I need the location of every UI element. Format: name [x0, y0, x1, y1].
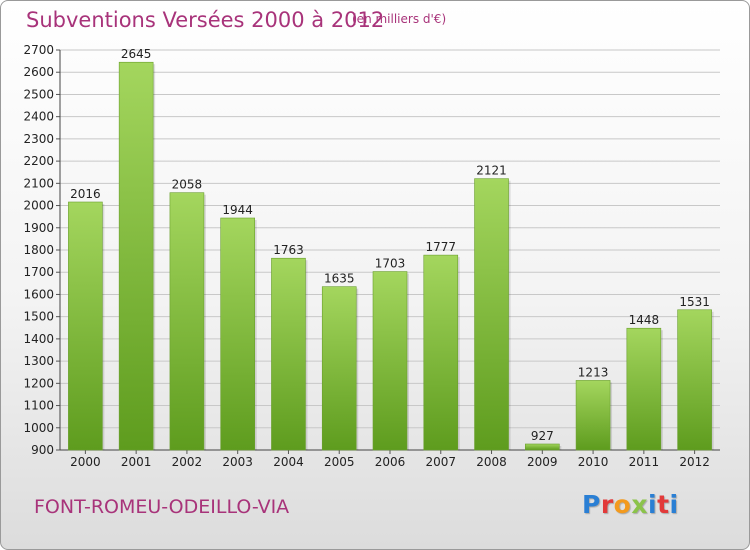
- value-label: 2058: [172, 178, 203, 192]
- x-tick-label: 2003: [222, 455, 253, 469]
- x-tick-label: 2010: [578, 455, 609, 469]
- bars: [68, 61, 714, 451]
- x-tick-label: 2002: [172, 455, 203, 469]
- labels: 2016 2000 2645 2001 2058 2002 1944 2003 1763 2004…: [70, 47, 710, 469]
- logo-letter: i: [669, 490, 679, 519]
- y-tick-label: 2400: [23, 110, 54, 124]
- bar-2006[interactable]: [372, 271, 408, 451]
- bar-2001[interactable]: [118, 61, 154, 451]
- x-tick-label: 2001: [121, 455, 152, 469]
- bar-2012[interactable]: [677, 309, 712, 451]
- chart-title: Subventions Versées 2000 à 2012: [26, 8, 385, 32]
- y-tick-label: 1400: [23, 332, 54, 346]
- x-tick-label: 2000: [70, 455, 101, 469]
- logo-letter: r: [600, 490, 614, 519]
- bar-2008[interactable]: [474, 178, 509, 451]
- value-label: 2645: [121, 47, 152, 61]
- bar-2002[interactable]: [169, 192, 205, 451]
- bar-2010[interactable]: [575, 380, 611, 451]
- value-label: 927: [531, 429, 554, 443]
- x-tick-label: 2011: [629, 455, 660, 469]
- bar-2009[interactable]: [525, 443, 560, 451]
- y-tick-label: 2500: [23, 87, 54, 101]
- x-tick-label: 2012: [679, 455, 710, 469]
- value-label: 1448: [629, 313, 660, 327]
- y-tick-label: 1200: [23, 376, 54, 390]
- proxiti-logo[interactable]: Proxiti: [582, 490, 679, 519]
- y-tick-label: 1900: [23, 221, 54, 235]
- x-tick-label: 2004: [273, 455, 304, 469]
- y-tick-label: 1800: [23, 243, 54, 257]
- y-tick-label: 2300: [23, 132, 54, 146]
- y-tick-label: 1100: [23, 399, 54, 413]
- value-label: 1763: [273, 243, 304, 257]
- y-tick-label: 1500: [23, 310, 54, 324]
- y-tick-label: 2600: [23, 65, 54, 79]
- logo-letter: P: [582, 490, 601, 519]
- logo-letter: o: [613, 490, 632, 519]
- y-tick-label: 2100: [23, 176, 54, 190]
- value-label: 1777: [425, 240, 456, 254]
- y-tick-label: 1000: [23, 421, 54, 435]
- value-label: 2121: [476, 164, 507, 178]
- logo-letter: t: [657, 490, 670, 519]
- y-tick-label: 1700: [23, 265, 54, 279]
- bar-2007[interactable]: [423, 254, 459, 451]
- x-tick-label: 2007: [425, 455, 456, 469]
- value-label: 2016: [70, 187, 101, 201]
- x-tick-label: 2005: [324, 455, 355, 469]
- value-label: 1531: [679, 295, 710, 309]
- commune-name: FONT-ROMEU-ODEILLO-VIA: [34, 496, 290, 518]
- value-label: 1944: [222, 203, 253, 217]
- value-label: 1703: [375, 257, 406, 271]
- y-tick-label: 900: [31, 443, 54, 457]
- bar-2005[interactable]: [321, 286, 357, 451]
- value-label: 1213: [578, 365, 609, 379]
- bar-2003[interactable]: [220, 217, 255, 451]
- x-tick-label: 2008: [476, 455, 507, 469]
- chart-subtitle: (en milliers d'€): [352, 12, 447, 26]
- logo-letter: x: [631, 490, 648, 519]
- value-label: 1635: [324, 272, 355, 286]
- y-tick-label: 1600: [23, 287, 54, 301]
- y-tick-label: 2000: [23, 199, 54, 213]
- bar-2004[interactable]: [271, 257, 306, 451]
- bar-2011[interactable]: [626, 327, 662, 451]
- x-tick-label: 2006: [375, 455, 406, 469]
- y-tick-label: 2200: [23, 154, 54, 168]
- logo-letter: i: [648, 490, 658, 519]
- y-tick-label: 1300: [23, 354, 54, 368]
- x-tick-label: 2009: [527, 455, 558, 469]
- y-tick-label: 2700: [23, 43, 54, 57]
- axes: 900 1000 1100 1200 1300 1400 1500 1600 1700 1800 1…: [23, 43, 720, 457]
- bar-2000[interactable]: [68, 201, 103, 451]
